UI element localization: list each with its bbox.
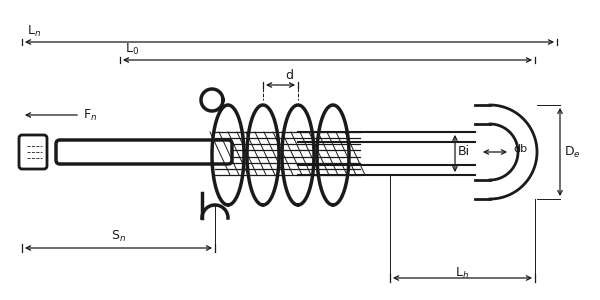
- Text: S$_n$: S$_n$: [111, 229, 126, 244]
- FancyBboxPatch shape: [56, 140, 232, 164]
- Text: L$_h$: L$_h$: [455, 266, 470, 281]
- Text: db: db: [513, 144, 527, 154]
- Text: d: d: [286, 69, 293, 82]
- Text: D$_e$: D$_e$: [564, 144, 581, 160]
- Text: L$_n$: L$_n$: [27, 24, 41, 39]
- Text: L$_0$: L$_0$: [125, 42, 139, 57]
- FancyBboxPatch shape: [19, 135, 47, 169]
- Text: F$_n$: F$_n$: [83, 107, 97, 122]
- Text: Bi: Bi: [458, 145, 470, 158]
